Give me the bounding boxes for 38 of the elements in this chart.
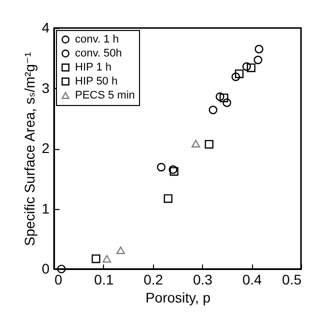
y-tick-label: 3 — [42, 80, 50, 96]
legend-label: conv. 50h — [75, 48, 122, 60]
x-tick-label: 0.2 — [144, 272, 164, 288]
x-tick-label: 0.4 — [242, 272, 262, 288]
x-tick-label: 0.1 — [94, 272, 114, 288]
y-tick-label: 2 — [42, 140, 50, 156]
legend-label: conv. 1 h — [75, 34, 119, 46]
legend-label: HIP 50 h — [75, 76, 118, 88]
point — [254, 44, 264, 54]
y-tick-label: 1 — [42, 200, 50, 216]
point — [168, 165, 178, 174]
point — [116, 246, 125, 254]
y-tick-label: 0 — [42, 260, 50, 276]
point — [92, 254, 100, 264]
point — [222, 98, 232, 108]
point — [170, 167, 178, 176]
point — [242, 62, 251, 71]
point — [231, 72, 240, 82]
point — [164, 194, 172, 203]
point — [254, 56, 262, 64]
y-tick-label: 4 — [42, 20, 50, 36]
x-axis-title: Porosity, p — [145, 290, 211, 306]
legend-label: PECS 5 min — [75, 90, 135, 102]
point — [234, 69, 244, 78]
x-tick-label: 0.5 — [282, 272, 302, 288]
point — [204, 140, 214, 149]
legend-label: HIP 1 h — [75, 62, 112, 74]
x-tick-label: 0.3 — [192, 272, 213, 288]
x-tick-label: 0 — [54, 272, 62, 288]
point — [208, 106, 218, 114]
point — [102, 254, 112, 263]
point — [191, 140, 200, 148]
point — [220, 94, 228, 102]
point — [156, 162, 166, 172]
point — [57, 264, 66, 274]
point — [216, 92, 224, 101]
point — [246, 63, 256, 72]
y-axis-title: Specific Surface Area, sₛ/m²g⁻¹ — [22, 52, 38, 246]
